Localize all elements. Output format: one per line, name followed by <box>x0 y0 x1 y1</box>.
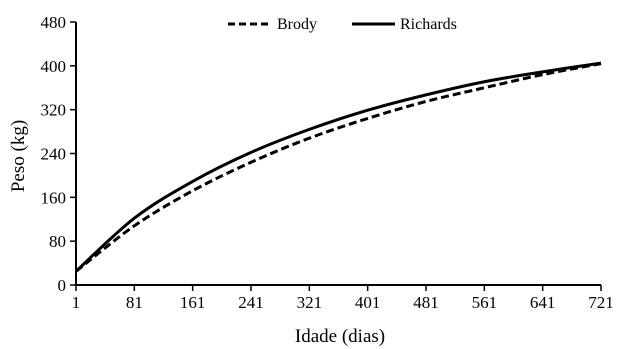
y-tick-label: 320 <box>41 101 67 120</box>
x-tick-label: 641 <box>530 293 556 312</box>
x-tick-label: 321 <box>297 293 323 312</box>
x-tick-label: 1 <box>72 293 81 312</box>
x-tick-label: 241 <box>238 293 264 312</box>
x-axis-title: Idade (dias) <box>295 326 385 347</box>
y-tick-label: 0 <box>58 276 67 295</box>
series-line-brody <box>75 62 602 273</box>
series-line-richards <box>74 61 602 273</box>
legend: Brody Richards <box>228 16 457 33</box>
y-tick-label: 240 <box>41 145 67 164</box>
x-tick-label: 161 <box>180 293 206 312</box>
y-tick-label: 400 <box>41 57 67 76</box>
y-tick-label: 480 <box>41 13 67 32</box>
x-tick-label: 401 <box>355 293 381 312</box>
y-axis-title: Peso (kg) <box>8 120 29 192</box>
series-layer <box>74 61 602 273</box>
ticks: 0 80 160 240 320 400 480 1 81 161 241 321 401 481 561 6… <box>41 13 614 312</box>
x-tick-label: 561 <box>472 293 498 312</box>
axes <box>75 22 601 286</box>
x-tick-label: 721 <box>588 293 614 312</box>
legend-brody-label: Brody <box>277 16 317 33</box>
legend-richards-label: Richards <box>400 16 457 33</box>
x-tick-label: 81 <box>126 293 143 312</box>
y-tick-label: 80 <box>49 232 66 251</box>
x-tick-label: 481 <box>413 293 439 312</box>
y-tick-label: 160 <box>41 188 67 207</box>
